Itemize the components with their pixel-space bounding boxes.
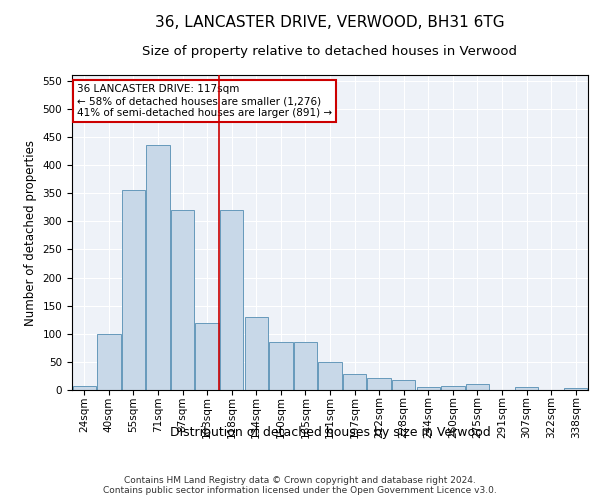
Bar [392,380,415,390]
Bar [220,210,244,390]
Bar [319,362,341,390]
Bar [343,374,366,390]
Bar [122,190,145,390]
Bar [245,317,268,390]
Text: 36, LANCASTER DRIVE, VERWOOD, BH31 6TG: 36, LANCASTER DRIVE, VERWOOD, BH31 6TG [155,15,505,30]
Bar [441,386,464,390]
Bar [97,334,121,390]
Bar [564,388,587,390]
Bar [171,210,194,390]
Bar [515,387,538,390]
Bar [367,378,391,390]
Bar [196,322,219,390]
Bar [73,386,96,390]
Bar [294,342,317,390]
Text: Distribution of detached houses by size in Verwood: Distribution of detached houses by size … [170,426,490,439]
Y-axis label: Number of detached properties: Number of detached properties [24,140,37,326]
Text: Size of property relative to detached houses in Verwood: Size of property relative to detached ho… [143,45,517,58]
Bar [416,387,440,390]
Bar [269,342,293,390]
Bar [146,146,170,390]
Bar [466,384,489,390]
Text: 36 LANCASTER DRIVE: 117sqm
← 58% of detached houses are smaller (1,276)
41% of s: 36 LANCASTER DRIVE: 117sqm ← 58% of deta… [77,84,332,117]
Text: Contains HM Land Registry data © Crown copyright and database right 2024.
Contai: Contains HM Land Registry data © Crown c… [103,476,497,495]
